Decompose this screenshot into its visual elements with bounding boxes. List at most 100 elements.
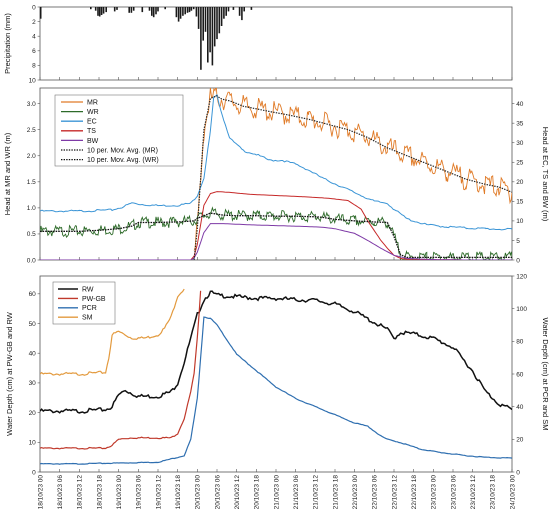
- water-depth-panel: 0 10 20 30 40 50 60 0 20 40 60 80 100 120 Water Depth …: [5, 273, 550, 476]
- precip-bar: [98, 7, 101, 17]
- depth-legend-label: SM: [82, 315, 93, 322]
- precip-bar: [207, 7, 209, 63]
- precipitation-plot-area: [39, 6, 513, 81]
- depth-right-y-tick-label: 20: [516, 437, 524, 444]
- head-left-y-tick-label: 1.0: [27, 205, 36, 212]
- x-tick-label: 19/10/23 18: [175, 475, 182, 510]
- x-tick-label: 22/10/23 12: [391, 475, 398, 510]
- precip-bar: [157, 7, 159, 12]
- precip-bar: [204, 7, 207, 32]
- depth-left-y-tick-label: 0: [32, 469, 36, 476]
- precip-bar: [241, 7, 243, 21]
- head-right-y-tick-label: 5: [516, 238, 520, 245]
- head-right-y-tick-label: 25: [516, 160, 524, 167]
- precip-bar: [182, 7, 184, 16]
- head-legend-label: EC: [87, 119, 97, 126]
- head-right-y-tick-label: 20: [516, 179, 524, 186]
- x-tick-label: 22/10/23 06: [372, 475, 379, 510]
- depth-right-y-tick-label: 0: [516, 469, 520, 476]
- head-right-y-tick-label: 35: [516, 120, 524, 127]
- head-right-y-label: Head at EC, TS and BW (m): [541, 127, 550, 222]
- depth-legend-label: PCR: [82, 305, 97, 312]
- head-right-y-tick-label: 15: [516, 199, 524, 206]
- time-axis: 18/10/23 00 18/10/23 06 18/10/23 12 18/10/2…: [37, 475, 516, 510]
- precip-y-tick-label: 2: [32, 19, 36, 26]
- head-line-bw: [40, 223, 512, 260]
- precip-bar: [130, 7, 133, 13]
- head-legend-label: BW: [87, 138, 99, 145]
- x-tick-label: 23/10/23 12: [470, 475, 477, 510]
- precip-bar: [238, 7, 241, 16]
- precip-bar: [225, 7, 227, 16]
- precip-bar: [227, 7, 230, 12]
- head-right-y-tick-label: 30: [516, 140, 524, 147]
- precip-y-tick-label: 6: [32, 48, 36, 55]
- precip-bar: [155, 7, 157, 15]
- precip-bar: [186, 7, 189, 13]
- precip-bar: [184, 7, 186, 15]
- precip-bar: [97, 7, 99, 16]
- x-tick-label: 19/10/23 00: [116, 475, 123, 510]
- head-legend-label: WR: [87, 109, 99, 116]
- precip-y-tick-label: 10: [29, 77, 37, 84]
- head-left-y-label: Head at MR and WR (m): [3, 132, 12, 215]
- head-legend: MR WR EC TS BW 10 per. Mov. Avg. (MR) 10 per. …: [54, 94, 184, 167]
- head-panel: 0.0 0.5 1.0 1.5 2.0 2.5 3.0 0 5 10 15 20 25 30 35 40 Hea…: [3, 87, 550, 264]
- precip-bar: [209, 7, 211, 53]
- precip-bar: [113, 7, 116, 12]
- depth-right-y-tick-label: 100: [516, 306, 527, 313]
- head-series-group: [40, 88, 512, 260]
- x-tick-label: 23/10/23 06: [450, 475, 457, 510]
- precip-bar: [195, 7, 198, 17]
- depth-legend-label: PW-GB: [82, 296, 106, 303]
- x-tick-label: 18/10/23 06: [57, 475, 64, 510]
- x-tick-label: 21/10/23 18: [332, 475, 339, 510]
- precip-bar: [216, 7, 218, 40]
- depth-legend-label: RW: [82, 286, 94, 293]
- depth-line-pcr: [40, 316, 512, 465]
- head-legend-label: MR: [87, 99, 98, 106]
- head-left-y-tick-label: 2.0: [27, 153, 36, 160]
- head-left-y-tick-label: 3.0: [27, 101, 36, 108]
- x-tick-label: 18/10/23 00: [37, 475, 44, 510]
- precip-bar: [197, 7, 200, 29]
- precip-bar: [175, 7, 178, 18]
- mr-moving-average-line: [193, 95, 512, 260]
- depth-right-y-tick-label: 120: [516, 273, 527, 280]
- x-tick-label: 20/10/23 06: [214, 475, 221, 510]
- precip-bar: [202, 7, 204, 41]
- x-tick-label: 21/10/23 12: [313, 475, 320, 510]
- x-tick-label: 22/10/23 18: [411, 475, 418, 510]
- head-right-y-tick-label: 0: [516, 257, 520, 264]
- depth-right-y-tick-label: 80: [516, 339, 524, 346]
- x-tick-label: 24/10/23 00: [509, 475, 516, 510]
- head-left-y-tick-label: 1.5: [27, 179, 36, 186]
- precip-bar: [190, 7, 193, 11]
- depth-left-y-tick-label: 60: [29, 291, 37, 298]
- head-right-y-tick-label: 10: [516, 218, 524, 225]
- precip-y-tick-label: 4: [32, 34, 36, 41]
- depth-left-y-label: Water Depth (cm) at PW-GB and RW: [5, 311, 14, 436]
- x-tick-label: 20/10/23 18: [254, 475, 261, 510]
- head-left-y-tick-label: 0.0: [27, 257, 36, 264]
- precip-bar: [128, 7, 130, 13]
- depth-left-y-tick-label: 20: [29, 410, 37, 417]
- depth-left-y-tick-label: 50: [29, 321, 37, 328]
- head-line-mr: [193, 88, 512, 251]
- head-line-wr: [40, 206, 512, 260]
- precip-bar: [39, 7, 42, 19]
- x-tick-label: 23/10/23 18: [490, 475, 497, 510]
- depth-left-y-tick-label: 30: [29, 380, 37, 387]
- precip-bar: [90, 7, 92, 10]
- precipitation-panel: 0 2 4 6 8 10 Precipitation (mm): [3, 4, 513, 84]
- precip-bar: [179, 7, 182, 19]
- depth-line-pw-gb: [40, 290, 202, 450]
- x-tick-label: 19/10/23 06: [136, 475, 143, 510]
- precip-bar: [223, 7, 225, 19]
- precip-y-tick-label: 0: [32, 4, 36, 11]
- x-tick-label: 22/10/23 00: [352, 475, 359, 510]
- precip-bar: [141, 7, 144, 13]
- precip-bar: [102, 7, 105, 14]
- precip-bar: [100, 7, 103, 15]
